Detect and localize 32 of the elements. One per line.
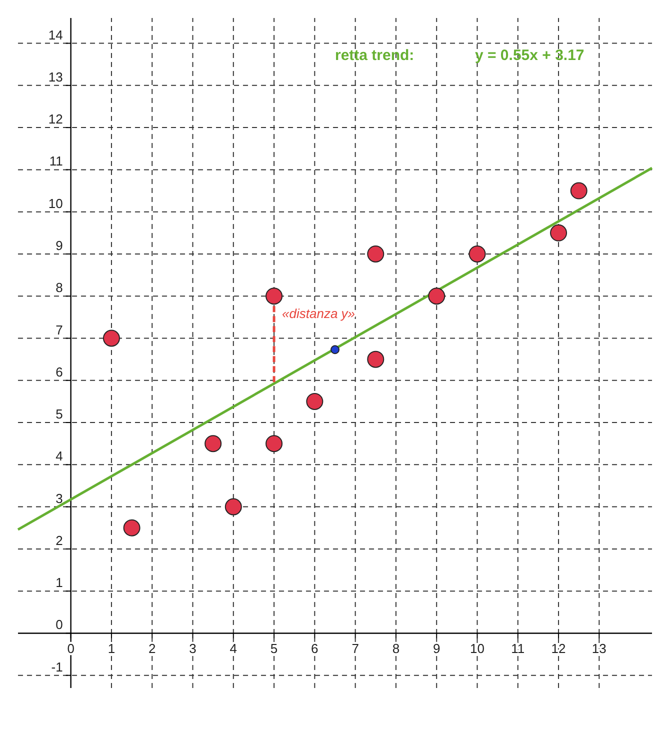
y-tick-label: 13	[48, 69, 63, 84]
y-tick-label: 1	[56, 575, 63, 590]
y-tick-label: 7	[56, 322, 63, 338]
annotation: y = 0.55x + 3.17	[475, 47, 584, 64]
y-tick-label: 8	[56, 280, 63, 296]
annotation: «distanza y»	[282, 306, 356, 322]
y-tick-label: 0	[56, 617, 63, 632]
y-tick-label: 3	[56, 490, 63, 506]
x-tick-label: 2	[148, 641, 156, 656]
x-tick-label: 8	[392, 641, 400, 656]
y-tick-label: 14	[48, 27, 63, 42]
x-tick-label: 7	[352, 641, 359, 656]
x-tick-label: 11	[511, 641, 525, 656]
y-tick-label: 6	[56, 364, 63, 380]
y-tick-label: 2	[56, 532, 63, 548]
y-tick-label: 5	[56, 406, 63, 422]
x-tick-label: 5	[270, 641, 278, 656]
y-tick-label: 9	[56, 238, 63, 253]
x-tick-label: 12	[551, 641, 566, 656]
y-tick-label: 4	[56, 448, 63, 464]
x-tick-label: 9	[432, 641, 440, 656]
y-tick-label: 12	[48, 112, 63, 127]
x-tick-label: 6	[311, 641, 318, 656]
y-tick-label: 10	[48, 196, 63, 211]
annotation: retta trend:	[335, 47, 414, 64]
y-tick-label: 11	[49, 154, 63, 169]
y-tick-label: -1	[51, 659, 63, 674]
x-tick-label: 10	[470, 641, 484, 656]
x-tick-label: 4	[230, 641, 238, 656]
x-tick-label: 1	[108, 641, 116, 656]
x-tick-label: 3	[189, 641, 196, 656]
x-tick-label: 13	[592, 641, 606, 656]
